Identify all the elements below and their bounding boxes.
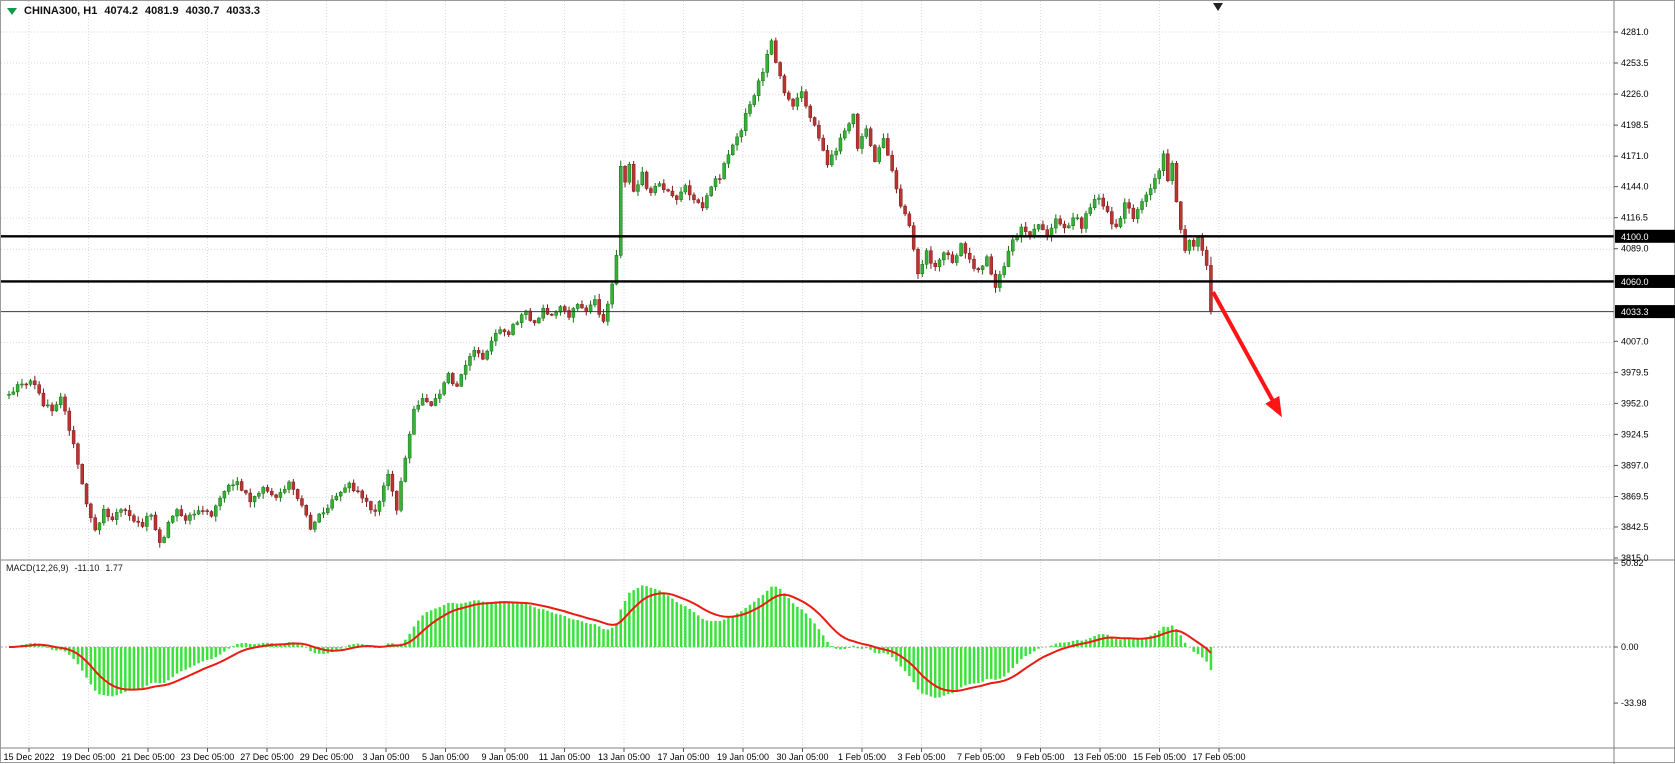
svg-text:4198.5: 4198.5 bbox=[1621, 120, 1649, 130]
svg-text:29 Dec 05:00: 29 Dec 05:00 bbox=[300, 752, 354, 762]
grid bbox=[1, 1, 1614, 748]
close-value: 4033.3 bbox=[226, 5, 260, 17]
open-value: 4074.2 bbox=[104, 5, 139, 17]
symbol-menu-triangle-icon[interactable] bbox=[7, 7, 17, 15]
chart-title: CHINA300, H1 4074.2 4081.9 4030.7 4033.3 bbox=[7, 5, 260, 17]
svg-text:3979.5: 3979.5 bbox=[1621, 367, 1649, 377]
ohlc-readout: 4074.2 4081.9 4030.7 4033.3 bbox=[104, 5, 260, 17]
svg-text:3815.0: 3815.0 bbox=[1621, 553, 1649, 563]
svg-text:23 Dec 05:00: 23 Dec 05:00 bbox=[181, 752, 235, 762]
svg-text:4116.5: 4116.5 bbox=[1621, 213, 1648, 223]
svg-text:13 Jan 05:00: 13 Jan 05:00 bbox=[598, 752, 650, 762]
svg-text:30 Jan 05:00: 30 Jan 05:00 bbox=[776, 752, 828, 762]
current-price-badge: 4033.3 bbox=[1615, 305, 1675, 319]
svg-text:9 Jan 05:00: 9 Jan 05:00 bbox=[481, 752, 528, 762]
candlesticks bbox=[7, 37, 1213, 548]
svg-text:4089.0: 4089.0 bbox=[1621, 244, 1649, 254]
svg-text:11 Jan 05:00: 11 Jan 05:00 bbox=[539, 752, 590, 762]
svg-text:13 Feb 05:00: 13 Feb 05:00 bbox=[1073, 752, 1126, 762]
svg-text:4033.3: 4033.3 bbox=[1621, 307, 1649, 317]
svg-text:15 Dec 2022: 15 Dec 2022 bbox=[3, 752, 54, 762]
svg-text:5 Jan 05:00: 5 Jan 05:00 bbox=[422, 752, 469, 762]
price-axis[interactable]: 4281.0 4253.5 4226.0 4198.5 4171.0 4144.0 4116… bbox=[1614, 27, 1649, 563]
svg-text:19 Dec 05:00: 19 Dec 05:00 bbox=[62, 752, 116, 762]
macd-axis[interactable]: 50.82 0.00 -33.98 bbox=[1614, 558, 1647, 708]
svg-text:9 Feb 05:00: 9 Feb 05:00 bbox=[1016, 752, 1064, 762]
svg-text:4281.0: 4281.0 bbox=[1621, 27, 1649, 37]
svg-text:3924.5: 3924.5 bbox=[1621, 429, 1649, 439]
svg-text:17 Jan 05:00: 17 Jan 05:00 bbox=[657, 752, 709, 762]
svg-text:4171.0: 4171.0 bbox=[1621, 151, 1649, 161]
symbol-period-label: CHINA300, H1 bbox=[24, 5, 98, 17]
chart-shift-marker-icon[interactable] bbox=[1213, 3, 1223, 11]
svg-text:21 Dec 05:00: 21 Dec 05:00 bbox=[121, 752, 175, 762]
svg-text:0.00: 0.00 bbox=[1621, 642, 1639, 652]
svg-text:4100.0: 4100.0 bbox=[1621, 232, 1649, 242]
svg-text:4253.5: 4253.5 bbox=[1621, 58, 1649, 68]
svg-text:3897.0: 3897.0 bbox=[1621, 460, 1649, 470]
macd-indicator-label: MACD(12,26,9) -11.10 1.77 bbox=[6, 563, 123, 573]
svg-text:4007.0: 4007.0 bbox=[1621, 336, 1649, 346]
svg-text:3 Feb 05:00: 3 Feb 05:00 bbox=[897, 752, 945, 762]
low-value: 4030.7 bbox=[185, 5, 220, 17]
svg-text:1 Feb 05:00: 1 Feb 05:00 bbox=[838, 752, 886, 762]
svg-text:3869.5: 3869.5 bbox=[1621, 491, 1649, 501]
macd-name: MACD(12,26,9) bbox=[6, 563, 69, 573]
time-axis[interactable]: 15 Dec 2022 19 Dec 05:00 21 Dec 05:00 23 De… bbox=[3, 748, 1246, 762]
macd-signal-value: 1.77 bbox=[105, 563, 123, 573]
svg-text:19 Jan 05:00: 19 Jan 05:00 bbox=[717, 752, 769, 762]
svg-text:4226.0: 4226.0 bbox=[1621, 89, 1649, 99]
svg-text:4060.0: 4060.0 bbox=[1621, 277, 1649, 287]
svg-text:27 Dec 05:00: 27 Dec 05:00 bbox=[240, 752, 294, 762]
svg-text:3 Jan 05:00: 3 Jan 05:00 bbox=[362, 752, 409, 762]
price-badge-4060.0: 4060.0 bbox=[1615, 274, 1675, 288]
high-value: 4081.9 bbox=[145, 5, 179, 17]
svg-text:50.82: 50.82 bbox=[1621, 558, 1644, 568]
svg-text:17 Feb 05:00: 17 Feb 05:00 bbox=[1192, 752, 1245, 762]
svg-text:3952.0: 3952.0 bbox=[1621, 398, 1649, 408]
svg-text:4144.0: 4144.0 bbox=[1621, 182, 1649, 192]
macd-signal-line bbox=[8, 592, 1212, 693]
svg-text:15 Feb 05:00: 15 Feb 05:00 bbox=[1133, 752, 1186, 762]
svg-text:-33.98: -33.98 bbox=[1621, 698, 1647, 708]
price-badge-4100.0: 4100.0 bbox=[1615, 229, 1675, 243]
svg-text:3842.5: 3842.5 bbox=[1621, 522, 1649, 532]
trend-arrow[interactable] bbox=[1211, 291, 1282, 418]
macd-histogram bbox=[12, 585, 1213, 698]
svg-text:7 Feb 05:00: 7 Feb 05:00 bbox=[957, 752, 1005, 762]
macd-value: -11.10 bbox=[74, 563, 100, 573]
